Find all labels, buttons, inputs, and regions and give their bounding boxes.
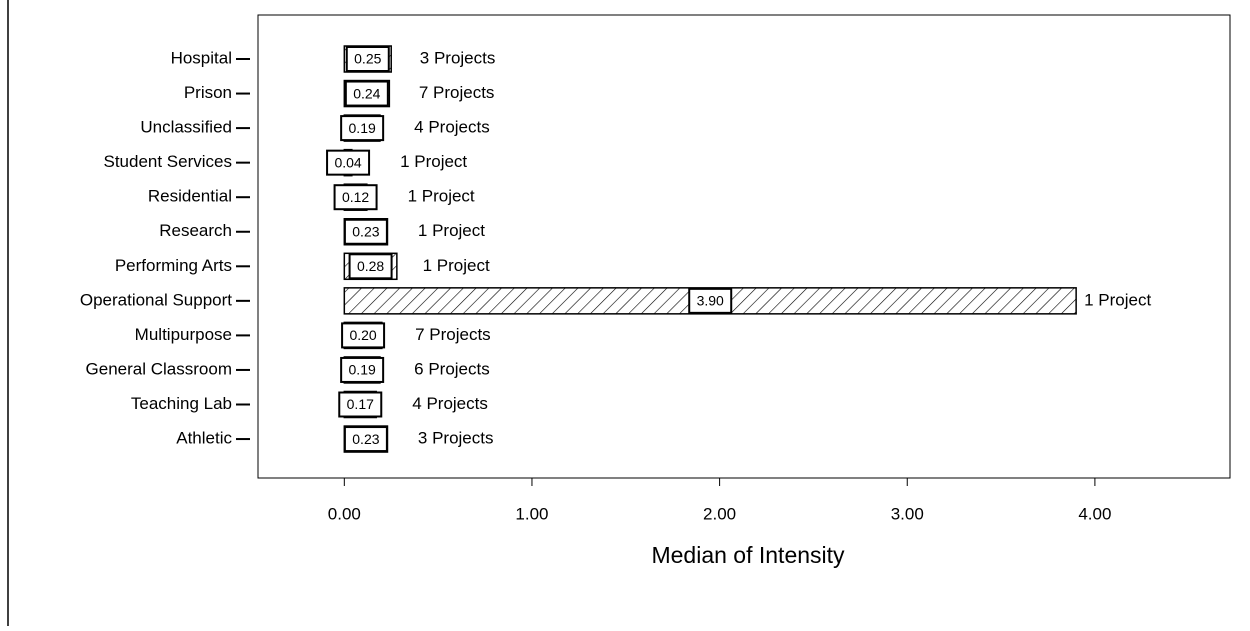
value-label-box	[343, 218, 388, 245]
value-label: 0.28	[357, 258, 384, 274]
y-tick-label: Hospital	[171, 48, 232, 67]
value-label-box	[338, 391, 383, 418]
annotation: 1 Project	[423, 256, 490, 275]
x-tick-label: 3.00	[891, 504, 924, 523]
annotation: 6 Projects	[414, 359, 490, 378]
y-tick-label: Performing Arts	[115, 256, 232, 275]
x-tick-label: 1.00	[515, 504, 548, 523]
y-tick-label: Athletic	[176, 429, 232, 448]
annotation: 3 Projects	[420, 48, 496, 67]
x-tick-label: 0.00	[328, 504, 361, 523]
y-tick-label: Research	[159, 221, 232, 240]
x-tick-label: 2.00	[703, 504, 736, 523]
value-label-box	[345, 46, 390, 72]
value-label: 0.23	[352, 223, 379, 239]
value-label: 0.20	[349, 327, 376, 343]
value-label-box	[340, 115, 385, 142]
annotation: 4 Projects	[412, 394, 488, 413]
annotation: 1 Project	[408, 187, 475, 206]
plot-frame	[257, 14, 1231, 479]
value-label: 0.19	[349, 120, 376, 136]
y-tick-label: Multipurpose	[135, 325, 232, 344]
value-label-box	[333, 184, 378, 211]
value-label: 0.23	[352, 431, 379, 447]
value-label-box	[340, 356, 385, 383]
value-label: 0.24	[353, 85, 380, 101]
y-tick-label: Prison	[184, 83, 232, 102]
value-label-box	[688, 287, 733, 314]
value-label: 0.19	[349, 362, 376, 378]
annotation: 4 Projects	[414, 118, 490, 137]
y-tick-label: Operational Support	[80, 290, 232, 309]
y-tick-label: Student Services	[103, 152, 232, 171]
value-label: 0.25	[354, 51, 381, 67]
value-label: 0.12	[342, 189, 369, 205]
x-tick-label: 4.00	[1078, 504, 1111, 523]
x-axis-title: Median of Intensity	[651, 542, 845, 568]
value-label-box	[326, 149, 371, 176]
value-label-box	[348, 253, 393, 280]
annotation: 3 Projects	[418, 429, 494, 448]
y-tick-label: Residential	[148, 187, 232, 206]
annotation: 1 Project	[418, 221, 485, 240]
value-label: 3.90	[697, 293, 724, 309]
y-tick-label: Teaching Lab	[131, 394, 232, 413]
annotation: 7 Projects	[419, 83, 495, 102]
y-tick-label: Unclassified	[140, 118, 232, 137]
value-label: 0.04	[334, 154, 361, 170]
value-label-box	[341, 322, 386, 349]
y-tick-label: General Classroom	[86, 359, 232, 378]
annotation: 1 Project	[400, 152, 467, 171]
value-label-box	[343, 426, 388, 453]
value-label: 0.17	[347, 396, 374, 412]
annotation: 1 Project	[1084, 290, 1151, 309]
annotation: 7 Projects	[415, 325, 491, 344]
value-label-box	[344, 80, 389, 107]
